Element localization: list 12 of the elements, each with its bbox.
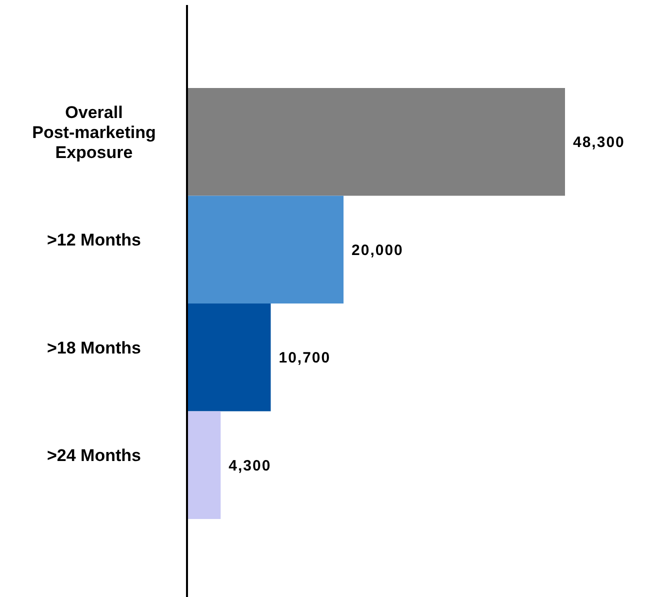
y-tick-label: >18 Months [47, 338, 141, 358]
data-label: 10,700 [278, 350, 331, 367]
data-label: 4,300 [228, 457, 272, 474]
data-label: 20,000 [352, 242, 404, 259]
data-label: 48,300 [573, 134, 625, 152]
bar [187, 196, 344, 304]
bar [187, 411, 221, 519]
y-tick-label: >12 Months [47, 230, 141, 250]
bar [187, 88, 565, 196]
y-tick-label: >24 Months [47, 446, 141, 466]
bar [187, 304, 271, 412]
y-tick-label: Overall Post-marketing Exposure [32, 102, 156, 162]
